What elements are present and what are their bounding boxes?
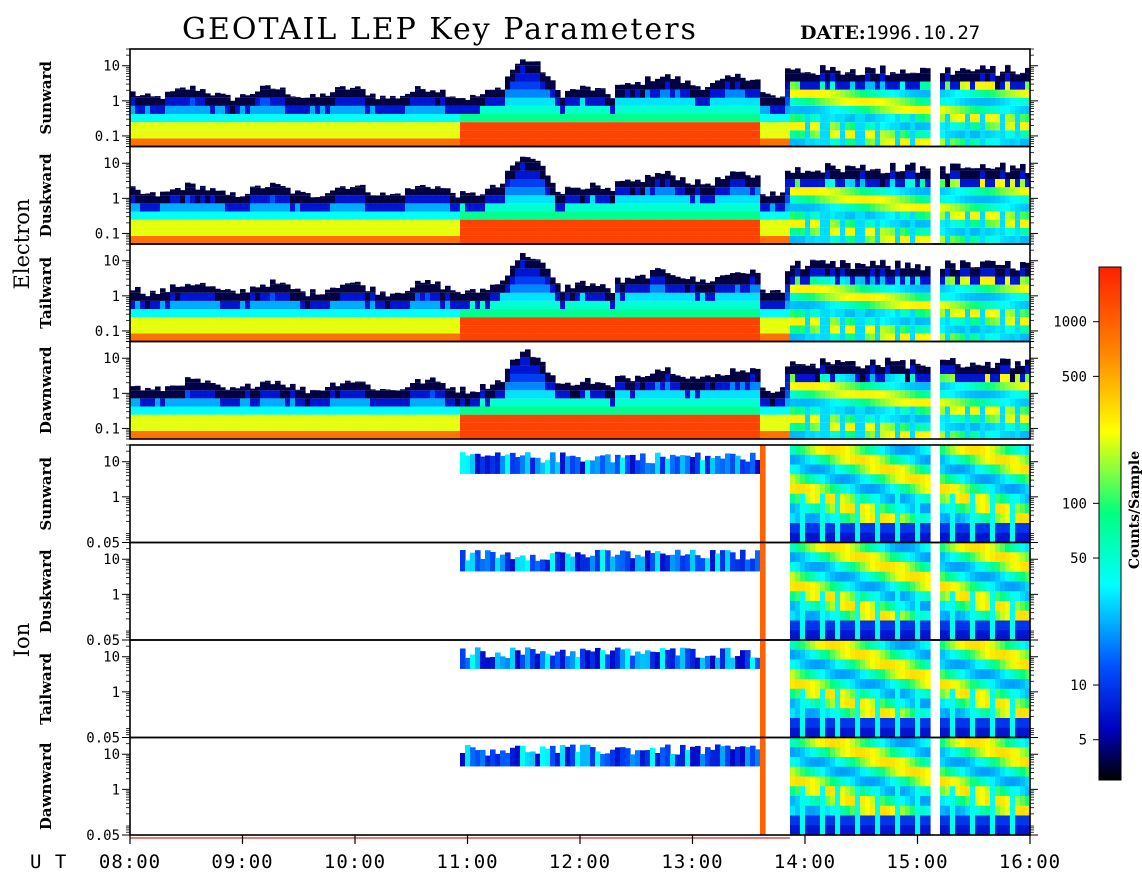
- y-tick-label: 0.05: [86, 828, 120, 844]
- date-label: DATE:: [800, 22, 866, 44]
- y-tick-label: 0.1: [95, 324, 120, 340]
- colorbar-tick-label: 500: [1062, 369, 1087, 385]
- y-tick-label: 1: [112, 490, 120, 506]
- colorbar-tick-label: 1000: [1053, 315, 1087, 331]
- x-axis-label: U T: [30, 851, 67, 873]
- colorbar-tick-label: 10: [1070, 678, 1087, 694]
- spectrogram-panels: 10 1 0.1 Sunward 10 1 0.1 Duskward 10 1 0.1 Tailwar…: [37, 48, 1038, 844]
- y-tick-label: 10: [103, 254, 120, 270]
- x-tick-label: 13:00: [661, 851, 723, 873]
- y-tick-label: 1: [112, 587, 120, 603]
- y-tick-label: 0.05: [86, 633, 120, 649]
- y-tick-label: 0.1: [95, 129, 120, 145]
- panel-direction-label: Tailward: [37, 652, 55, 724]
- panel-electron-dawnward: 10 1 0.1 Dawnward: [37, 340, 1038, 440]
- colorbar-tick-label: 5: [1079, 733, 1087, 749]
- y-tick-label: 10: [103, 351, 120, 367]
- panel-direction-label: Tailward: [37, 256, 55, 328]
- panel-direction-label: Dawnward: [37, 742, 55, 830]
- panel-direction-label: Sunward: [37, 456, 55, 530]
- y-tick-label: 1: [112, 289, 120, 305]
- panel-ion-sunward: 10 1 0.05 Sunward: [37, 444, 1038, 552]
- colorbar-tick-label: 100: [1062, 496, 1087, 512]
- y-tick-label: 10: [103, 455, 120, 471]
- y-tick-label: 1: [112, 386, 120, 402]
- y-tick-label: 1: [112, 191, 120, 207]
- panel-electron-sunward: 10 1 0.1 Sunward: [37, 48, 1038, 148]
- y-tick-label: 10: [103, 747, 120, 763]
- panel-electron-duskward: 10 1 0.1 Duskward: [37, 145, 1038, 245]
- chart-title: GEOTAIL LEP Key Parameters: [182, 12, 698, 47]
- x-tick-label: 10:00: [324, 851, 386, 873]
- panel-direction-label: Sunward: [37, 60, 55, 134]
- x-tick-label: 08:00: [99, 851, 161, 873]
- y-tick-label: 1: [112, 782, 120, 798]
- panel-electron-tailward: 10 1 0.1 Tailward: [37, 243, 1038, 343]
- panel-ion-tailward: 10 1 0.05 Tailward: [37, 639, 1038, 747]
- y-tick-label: 10: [103, 650, 120, 666]
- y-tick-label: 0.1: [95, 421, 120, 437]
- x-tick-label: 09:00: [211, 851, 273, 873]
- colorbar-title: Counts/Sample: [1127, 451, 1142, 569]
- x-tick-label: 16:00: [999, 851, 1061, 873]
- panel-direction-label: Dawnward: [37, 346, 55, 434]
- y-tick-label: 0.05: [86, 731, 120, 747]
- group-labels: Electron Ion: [10, 199, 34, 658]
- panel-ion-dawnward: 10 1 0.05 Dawnward: [37, 736, 1038, 844]
- y-tick-label: 1: [112, 685, 120, 701]
- panel-frame: [129, 340, 1031, 440]
- colorbar-ticks: 1000 500 100 50 10 5: [1053, 315, 1099, 749]
- y-tick-label: 10: [103, 552, 120, 568]
- group-label-electron: Electron: [10, 199, 34, 290]
- x-tick-label: 15:00: [886, 851, 948, 873]
- panel-direction-label: Duskward: [37, 153, 55, 237]
- date-readout: DATE:1996.10.27: [800, 22, 980, 44]
- y-tick-label: 10: [103, 59, 120, 75]
- y-tick-label: 1: [112, 94, 120, 110]
- date-value: 1996.10.27: [866, 22, 980, 44]
- group-label-ion: Ion: [10, 623, 34, 657]
- panel-direction-label: Duskward: [37, 549, 55, 633]
- time-axis: 08:00 09:00 10:00 11:00 12:00 13:00 14:00 15:00…: [99, 835, 1061, 873]
- y-tick-label: 10: [103, 156, 120, 172]
- panel-ion-duskward: 10 1 0.05 Duskward: [37, 541, 1038, 649]
- y-tick-label: 0.1: [95, 226, 120, 242]
- x-tick-label: 14:00: [774, 851, 836, 873]
- x-tick-label: 12:00: [549, 851, 611, 873]
- colorbar: 1000 500 100 50 10 5 Counts/Sample: [1053, 266, 1142, 781]
- colorbar-tick-label: 50: [1070, 551, 1087, 567]
- x-tick-label: 11:00: [436, 851, 498, 873]
- colorbar-gradient: [1098, 266, 1122, 781]
- y-tick-label: 0.05: [86, 536, 120, 552]
